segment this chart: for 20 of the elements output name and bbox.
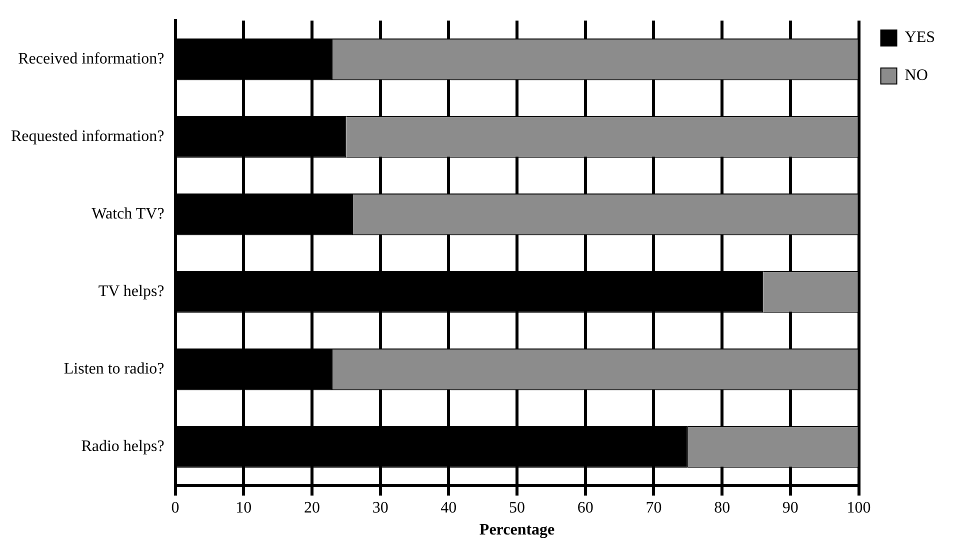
x-axis-title: Percentage (479, 522, 555, 539)
x-tick-label: 10 (236, 499, 252, 516)
legend-label: NO (904, 67, 928, 84)
x-tick-label: 30 (372, 499, 388, 516)
x-tick-label: 80 (714, 499, 730, 516)
x-tick-label: 100 (846, 499, 871, 516)
x-tick-label: 40 (440, 499, 457, 516)
x-tick-label: 0 (171, 499, 180, 516)
y-tick-label: TV helps? (98, 283, 164, 300)
y-tick-label: Requested information? (10, 128, 164, 146)
y-tick-label: Listen to radio? (64, 360, 164, 378)
x-tick-label: 90 (782, 499, 798, 516)
legend-label: YES (904, 29, 936, 46)
y-tick-label: Watch TV? (92, 206, 164, 223)
x-tick-label: 70 (646, 499, 662, 516)
y-tick-label: Radio helps? (81, 438, 164, 456)
x-tick-label: 60 (577, 499, 594, 516)
y-tick-label: Received information? (18, 50, 164, 68)
x-tick-label: 50 (509, 499, 526, 516)
x-tick-label: 20 (304, 499, 320, 516)
